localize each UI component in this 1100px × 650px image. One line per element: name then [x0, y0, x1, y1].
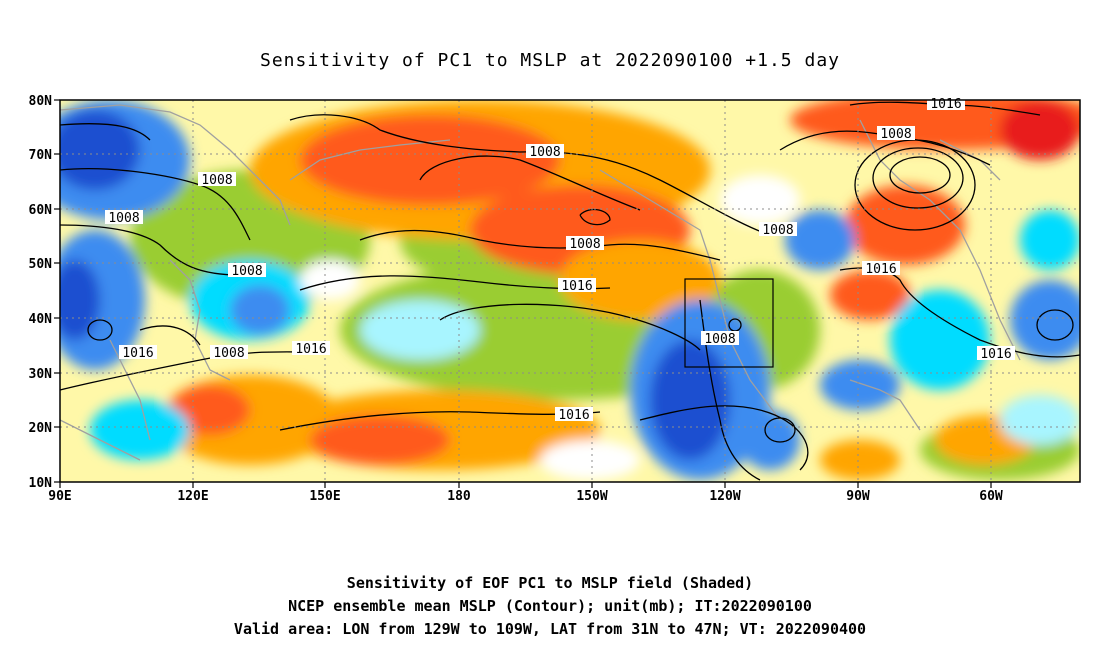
coastlines	[60, 104, 1021, 461]
contour-label-bg	[862, 261, 900, 275]
contour-label-bg	[119, 345, 157, 359]
contour-label-bg	[566, 236, 604, 250]
contour-label: 1008	[108, 211, 139, 226]
contour-label: 1008	[213, 346, 244, 361]
contour-label: 1008	[569, 237, 600, 252]
contour-label-bg	[977, 346, 1015, 360]
x-tick-label: 120W	[709, 489, 740, 504]
y-tick-label: 60N	[29, 203, 53, 218]
contour-label-bg	[228, 263, 266, 277]
caption-valid-area: Valid area: LON from 129W to 109W, LAT f…	[233, 620, 867, 638]
contour-labels: 1016 1008 1008 1008 1008 1008 1008 1016 1016 1016…	[105, 96, 1015, 423]
contour-label-bg	[292, 341, 330, 355]
x-tick-label: 120E	[177, 489, 208, 504]
x-tick-label: 90E	[48, 489, 71, 504]
contour-label: 1008	[704, 332, 735, 347]
y-tick-label: 70N	[29, 148, 53, 163]
y-tick-label: 80N	[29, 94, 53, 109]
map-title: Sensitivity of PC1 to MSLP at 2022090100…	[259, 50, 840, 71]
contour-label: 1016	[980, 347, 1011, 362]
caption-contour: NCEP ensemble mean MSLP (Contour); unit(…	[288, 597, 812, 615]
contour-label-bg	[526, 144, 564, 158]
contour-label: 1008	[231, 264, 262, 279]
contour-label-bg	[555, 407, 593, 421]
y-tick-label: 10N	[29, 476, 53, 491]
contour-label: 1016	[295, 342, 326, 357]
contour-label: 1008	[529, 145, 560, 160]
y-tick-label: 20N	[29, 421, 53, 436]
contour-label: 1016	[865, 262, 896, 277]
map-frame	[59, 99, 1081, 483]
sensitivity-map: 1016 1008 1008 1008 1008 1008 1008 1016 1016 1016…	[29, 94, 1081, 504]
contour-label-bg	[210, 345, 248, 359]
y-tick-label: 50N	[29, 257, 53, 272]
contour-label-bg	[877, 126, 915, 140]
contour-label: 1008	[201, 173, 232, 188]
y-tick-label: 30N	[29, 367, 53, 382]
contour-label-bg	[105, 210, 143, 224]
contour-label: 1016	[122, 346, 153, 361]
x-tick-label: 180	[447, 489, 471, 504]
contour-label-bg	[759, 222, 797, 236]
contour-label: 1016	[561, 279, 592, 294]
contour-label-bg	[701, 331, 739, 345]
x-tick-label: 150E	[309, 489, 340, 504]
contour-label: 1008	[880, 127, 911, 142]
y-tick-label: 40N	[29, 312, 53, 327]
contour-label-bg	[198, 172, 236, 186]
caption-shading: Sensitivity of EOF PC1 to MSLP field (Sh…	[346, 574, 754, 592]
x-tick-label: 90W	[846, 489, 870, 504]
contour-label: 1008	[762, 223, 793, 238]
x-tick-label: 60W	[979, 489, 1003, 504]
shaded-field	[60, 100, 1080, 482]
valid-area-box	[684, 278, 774, 368]
contour-label: 1016	[558, 408, 589, 423]
contour-label-bg	[558, 278, 596, 292]
x-tick-label: 150W	[576, 489, 607, 504]
